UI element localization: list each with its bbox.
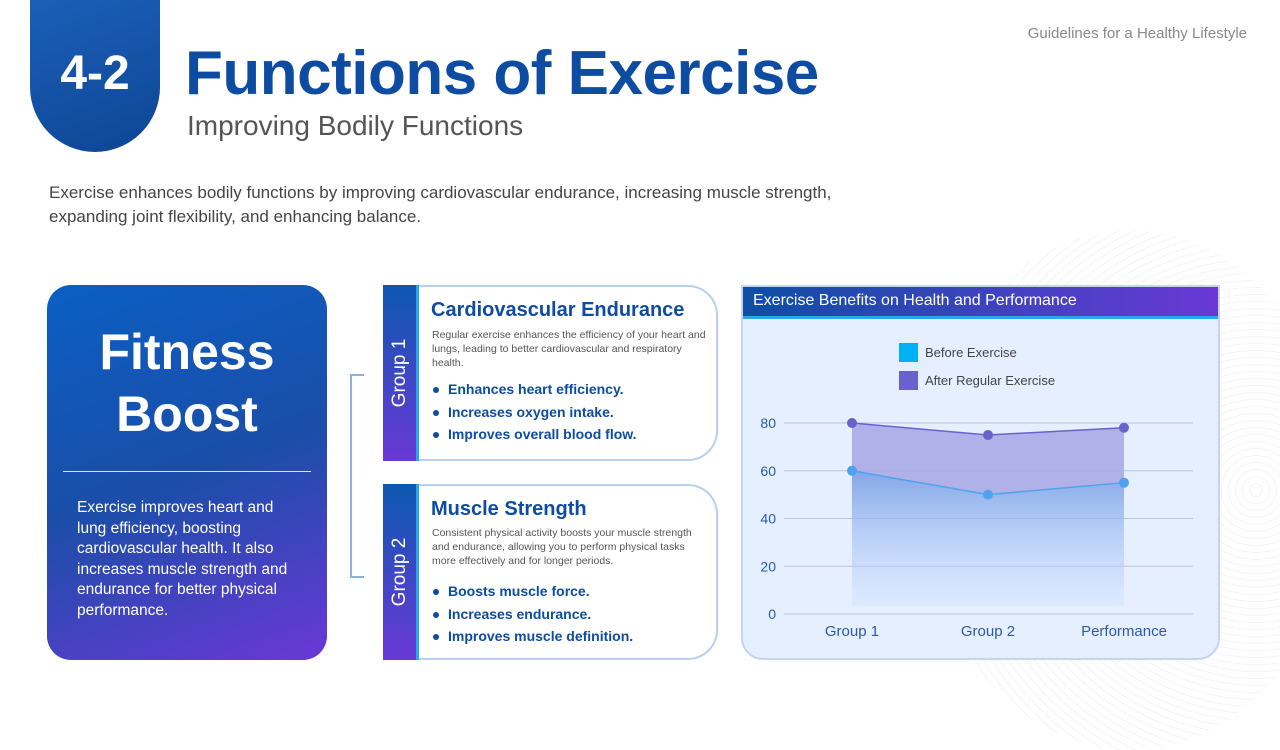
- bullet-item: Enhances heart efficiency.: [432, 381, 637, 404]
- chart-card: Exercise Benefits on Health and Performa…: [741, 285, 1220, 660]
- group-label: Group 2: [388, 537, 410, 607]
- page-title: Functions of Exercise: [185, 39, 819, 108]
- legend-label: Before Exercise: [925, 345, 1017, 360]
- before-area: [852, 470, 1124, 606]
- after-point: [847, 418, 857, 428]
- group-desc: Regular exercise enhances the efficiency…: [432, 329, 706, 369]
- y-tick-label: 80: [760, 415, 776, 431]
- chart-title: Exercise Benefits on Health and Performa…: [743, 287, 1218, 319]
- fitness-title: Fitness Boost: [99, 324, 275, 442]
- bullet-list: Boosts muscle force. Increases endurance…: [432, 583, 633, 651]
- y-tick-label: 20: [760, 558, 776, 574]
- group-card-2: Group 2 Muscle Strength Consistent physi…: [383, 484, 718, 660]
- group-card-1: Group 1 Cardiovascular Endurance Regular…: [383, 285, 718, 461]
- x-tick-label: Group 2: [961, 623, 1015, 640]
- chart-svg: 0 20 40 60 80 Group 1 Group 2 Performance Before…: [760, 343, 1193, 640]
- bullet-item: Boosts muscle force.: [432, 583, 633, 606]
- deck-title: Guidelines for a Healthy Lifestyle: [1027, 25, 1247, 42]
- legend-swatch: [899, 343, 918, 362]
- after-point: [983, 429, 993, 440]
- legend-label: After Regular Exercise: [925, 373, 1055, 388]
- group-title: Muscle Strength: [431, 498, 587, 520]
- group-desc: Consistent physical activity boosts your…: [432, 527, 692, 567]
- y-tick-label: 0: [768, 606, 776, 622]
- bullet-item: Improves muscle definition.: [432, 628, 633, 651]
- x-tick-label: Performance: [1081, 623, 1167, 640]
- bullet-item: Increases oxygen intake.: [432, 404, 637, 427]
- page-subtitle: Improving Bodily Functions: [187, 110, 524, 141]
- group-label: Group 1: [388, 338, 410, 408]
- bullet-item: Improves overall blood flow.: [432, 426, 637, 449]
- intro-text: Exercise enhances bodily functions by im…: [49, 183, 832, 226]
- y-tick-label: 40: [760, 511, 776, 527]
- bullet-item: Increases endurance.: [432, 606, 633, 629]
- fitness-boost-card: Fitness Boost Exercise improves heart and…: [47, 285, 327, 660]
- legend-swatch: [899, 371, 918, 390]
- divider: [63, 471, 311, 472]
- group-label-bar: Group 1: [383, 285, 419, 461]
- x-tick-label: Group 1: [825, 623, 879, 640]
- fitness-text: Exercise improves heart and lung efficie…: [77, 499, 288, 619]
- before-point: [847, 465, 857, 476]
- before-point: [983, 489, 993, 500]
- after-point: [1119, 422, 1129, 433]
- after-area: [852, 423, 1124, 495]
- group-label-bar: Group 2: [383, 484, 419, 660]
- group-title: Cardiovascular Endurance: [431, 299, 685, 321]
- y-tick-label: 60: [760, 463, 776, 479]
- before-point: [1119, 477, 1129, 488]
- section-badge: 4-2: [30, 0, 160, 152]
- section-number: 4-2: [60, 47, 130, 100]
- bracket-connector: [350, 374, 364, 578]
- bullet-list: Enhances heart efficiency. Increases oxy…: [432, 381, 637, 449]
